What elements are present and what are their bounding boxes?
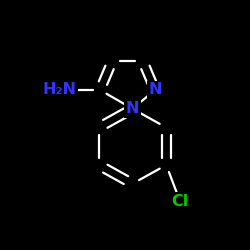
Text: N: N: [126, 101, 139, 116]
Text: N: N: [148, 82, 162, 98]
Text: H₂N: H₂N: [43, 82, 77, 98]
Text: Cl: Cl: [172, 194, 189, 209]
